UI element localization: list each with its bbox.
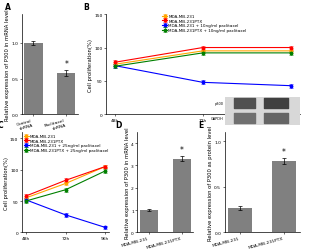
Text: *: * [180, 146, 184, 154]
Y-axis label: Relative expression of P300 in mRNA level: Relative expression of P300 in mRNA leve… [125, 127, 130, 238]
Text: *: * [282, 147, 286, 156]
Text: E: E [198, 120, 204, 130]
Y-axis label: Relative expression of P300 in mRNA level: Relative expression of P300 in mRNA leve… [5, 10, 10, 120]
Text: *: * [65, 60, 68, 68]
Text: GAPDH: GAPDH [211, 117, 223, 121]
Bar [173, 159, 191, 232]
Legend: MDA-MB-231, MDA-MB-231PTX, MDA-MB-231 + 25ng/ml paclitaxel, MDA-MB-231PTX + 25ng: MDA-MB-231, MDA-MB-231PTX, MDA-MB-231 + … [22, 133, 110, 154]
Y-axis label: Relative expression of P300 as protein level: Relative expression of P300 as protein l… [208, 125, 213, 240]
Bar [272, 162, 296, 232]
Bar [228, 208, 252, 233]
Bar [140, 210, 158, 233]
Text: A: A [5, 3, 11, 12]
Text: B: B [83, 3, 89, 12]
Text: D: D [115, 120, 121, 130]
Bar [24, 44, 42, 115]
Text: p300: p300 [214, 102, 223, 106]
Text: C: C [0, 120, 3, 130]
Y-axis label: Cell proliferation(%): Cell proliferation(%) [4, 156, 9, 209]
Bar [57, 74, 76, 115]
Legend: MDA-MB-231, MDA-MB-231PTX, MDA-MB-231 + 10ng/ml paclitaxel, MDA-MB-231PTX + 10ng: MDA-MB-231, MDA-MB-231PTX, MDA-MB-231 + … [161, 14, 248, 34]
Y-axis label: Cell proliferation(%): Cell proliferation(%) [88, 38, 93, 92]
